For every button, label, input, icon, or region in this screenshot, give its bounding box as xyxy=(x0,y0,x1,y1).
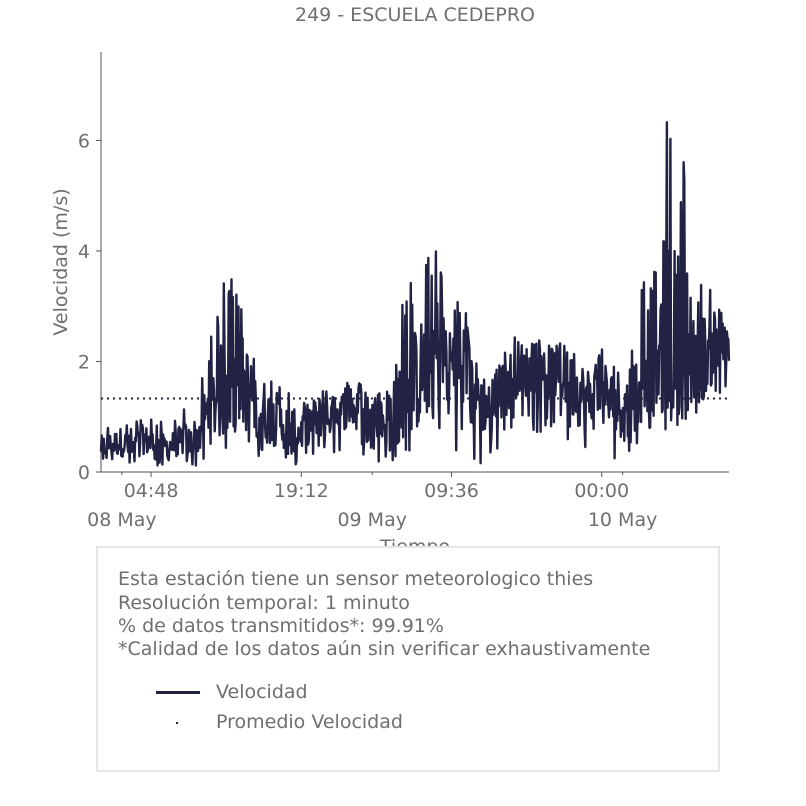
y-axis-label: Velocidad (m/s) xyxy=(50,188,72,335)
x-day-label: 08 May xyxy=(87,509,157,531)
plot-area: 0 2 4 6 04:48 19:12 09:36 00:00 08 May 09 May 10 M… xyxy=(78,52,731,531)
x-tick-label: 04:48 xyxy=(124,480,179,502)
info-transmitted-text: % de datos transmitidos*: 99.91% xyxy=(118,615,444,637)
y-tick-label: 2 xyxy=(78,351,90,373)
velocidad-series-line xyxy=(99,121,731,467)
y-tick-label: 6 xyxy=(78,130,90,152)
info-sensor-text: Esta estación tiene un sensor meteorolog… xyxy=(118,568,594,590)
y-tick-label: 4 xyxy=(78,241,90,263)
x-day-label: 10 May xyxy=(588,509,658,531)
x-tick-label: 00:00 xyxy=(574,480,629,502)
legend-velocidad-label: Velocidad xyxy=(216,681,308,703)
info-quality-note: *Calidad de los datos aún sin verificar … xyxy=(118,638,651,660)
x-tick-label: 09:36 xyxy=(424,480,479,502)
y-tick-label: 0 xyxy=(78,462,90,484)
x-day-label: 09 May xyxy=(337,509,407,531)
x-axis-label: Tiempo xyxy=(379,536,450,546)
legend-dot-swatch xyxy=(176,722,178,724)
info-resolution-text: Resolución temporal: 1 minuto xyxy=(118,592,410,614)
info-box: Esta estación tiene un sensor meteorolog… xyxy=(96,546,720,772)
velocity-chart: 249 - ESCUELA CEDEPRO Velocidad (m/s) Ti… xyxy=(50,4,731,546)
legend-promedio-label: Promedio Velocidad xyxy=(216,711,403,733)
legend-line-swatch xyxy=(156,691,200,694)
x-tick-label: 19:12 xyxy=(274,480,329,502)
chart-title: 249 - ESCUELA CEDEPRO xyxy=(295,4,535,26)
